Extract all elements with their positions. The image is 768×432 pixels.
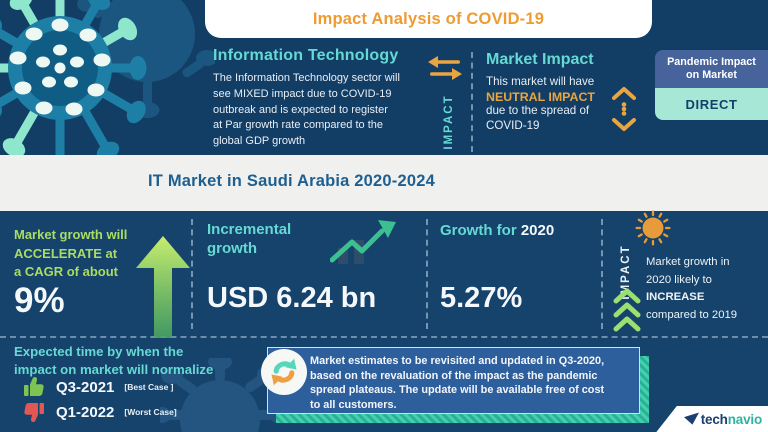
increase-highlight: INCREASE xyxy=(646,291,705,304)
best-case-row: Q3-2021 [Best Case ] xyxy=(22,376,174,398)
neutral-impact-highlight: NEUTRAL IMPACT xyxy=(486,89,595,104)
note-text: Market estimates to be revisited and upd… xyxy=(310,355,605,411)
it-section-body: The Information Technology sector will s… xyxy=(213,72,400,148)
badge-value-direct: DIRECT xyxy=(655,88,768,120)
best-case-label: [Best Case ] xyxy=(124,382,174,392)
growth-2020-value: 5.27% xyxy=(440,282,523,314)
worst-case-row: Q1-2022 [Worst Case] xyxy=(22,401,177,423)
banner-title: Impact Analysis of COVID-19 xyxy=(312,9,545,28)
worst-case-value: Q1-2022 xyxy=(56,403,115,421)
impact-side-text: Market growth in 2020 likely to INCREASE… xyxy=(646,256,738,321)
update-sync-icon xyxy=(261,349,307,395)
incremental-growth-value: USD 6.24 bn xyxy=(207,282,377,314)
top-banner: Impact Analysis of COVID-19 xyxy=(205,0,652,38)
cagr-text: Market growth will ACCELERATE at a CAGR … xyxy=(14,227,128,279)
divider-3 xyxy=(601,219,603,329)
divider-horizontal xyxy=(0,336,768,338)
pandemic-impact-badge: Pandemic Impact on Market DIRECT xyxy=(655,50,768,120)
virus-illustration xyxy=(0,0,215,177)
impact-vertical-label-top: IMPACT xyxy=(443,94,455,150)
best-case-value: Q3-2021 xyxy=(56,378,115,396)
thumbs-up-icon xyxy=(24,377,44,396)
trend-up-chart-icon xyxy=(330,220,396,264)
incremental-growth-heading: Incremental growth xyxy=(207,221,292,257)
up-down-arrows-icon xyxy=(612,87,636,131)
report-title: IT Market in Saudi Arabia 2020-2024 xyxy=(148,172,436,190)
growth-up-arrow-icon xyxy=(136,236,190,338)
divider-1 xyxy=(191,219,193,329)
virus-sun-icon xyxy=(635,210,671,246)
cagr-value: 9% xyxy=(14,281,65,320)
divider-2 xyxy=(426,219,428,329)
market-impact-heading: Market Impact xyxy=(486,51,594,68)
growth-2020-heading: Growth for 2020 xyxy=(440,222,555,239)
it-section-heading: Information Technology xyxy=(213,47,399,64)
worst-case-label: [Worst Case] xyxy=(124,407,177,417)
market-impact-body: This market will have NEUTRAL IMPACT due… xyxy=(486,75,595,132)
technavio-logo: technavio xyxy=(656,406,768,432)
technavio-logo-mark-icon xyxy=(683,412,699,425)
divider-top-band xyxy=(471,52,473,152)
title-strip xyxy=(0,155,768,211)
note-box xyxy=(267,347,640,414)
increase-chevrons-icon xyxy=(613,288,641,332)
thumbs-down-icon xyxy=(24,403,44,422)
badge-label: Pandemic Impact on Market xyxy=(655,50,768,88)
left-right-arrows-icon xyxy=(428,56,462,80)
normalize-heading: Expected time by when the impact on mark… xyxy=(14,344,214,377)
technavio-logo-text: technavio xyxy=(700,411,762,427)
